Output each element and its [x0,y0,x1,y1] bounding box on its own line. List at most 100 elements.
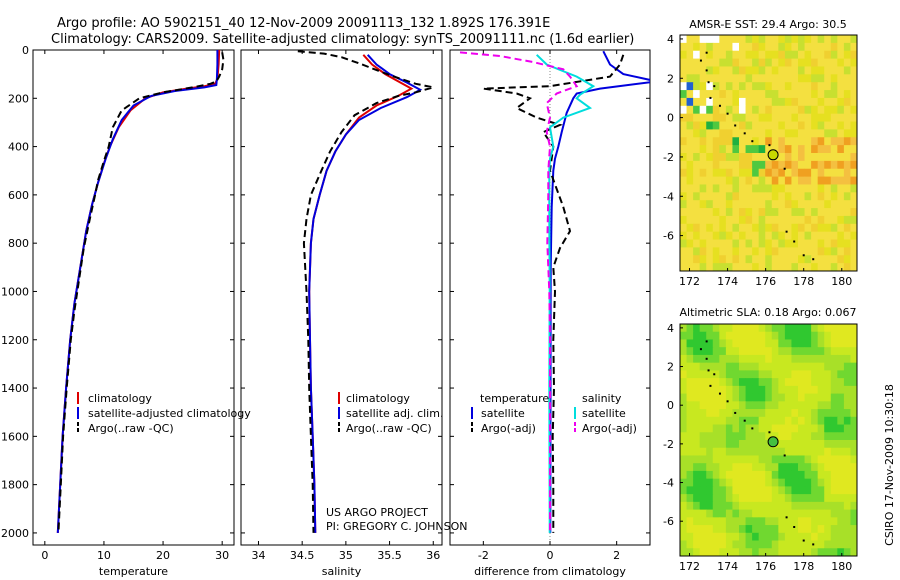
map-cell [830,378,838,387]
map-cell [758,370,766,379]
map-cell [745,509,753,518]
map-cell [725,440,733,449]
map-cell [680,105,688,115]
map-cell [758,176,766,185]
map-cell [824,223,832,233]
map-cell [712,35,720,44]
map-cell [830,478,838,487]
map-cell [778,247,786,256]
map-cell [837,347,845,356]
lat-tick-label: -2 [663,438,674,451]
map-cell [699,440,707,449]
map-cell [752,74,760,83]
map-cell [824,113,832,123]
map-cell [837,145,845,154]
map-cell [706,362,714,371]
map-cell [758,486,766,495]
map-cell [680,432,688,441]
map-cell [752,501,760,511]
map-cell [732,168,740,178]
map-cell [811,184,819,193]
map-cell [791,393,799,402]
map-cell [824,184,832,193]
map-cell [771,517,779,526]
map-cell [824,145,832,154]
map-cell [830,339,838,348]
map-cell [680,470,688,480]
map-cell [686,247,694,256]
map-cell [798,416,806,426]
map-cell [837,160,845,170]
map-cell [725,215,733,225]
map-cell [817,494,825,503]
map-cell [791,339,799,348]
map-cell [798,517,806,526]
map-cell [824,42,832,52]
map-cell [706,153,714,162]
map-cell [830,255,838,264]
map-cell [706,82,714,91]
map-cell [817,540,825,549]
map-cell [680,137,688,146]
map-cell [758,432,766,441]
map-cell [811,137,819,146]
map-cell [798,440,806,449]
map-cell [850,432,858,441]
map-cell [686,153,694,162]
map-cell [798,370,806,379]
map-cell [798,263,806,272]
map-cell [752,223,760,233]
lat-tick-label: 0 [667,399,674,412]
map-cell [680,440,688,449]
map-cell [712,113,720,123]
map-cell [686,66,694,75]
map-cell [771,129,779,138]
map-cell [817,160,825,170]
map-cell [791,231,799,241]
y-tick-label: 1000 [1,285,29,298]
map-cell [758,354,766,364]
map-cell [804,58,812,67]
map-cell [811,145,819,154]
map-cell [719,494,727,503]
map-cell [699,409,707,418]
map-cell [732,424,740,433]
map-cell [850,416,858,426]
map-cell [791,440,799,449]
map-cell [739,35,747,44]
map-cell [771,263,779,272]
x-tick-label: 34 [251,549,265,562]
map-cell [798,137,806,146]
map-cell [784,90,792,99]
map-cell [843,153,851,162]
map-cell [804,339,812,348]
map-cell [758,121,766,130]
map-cell [706,58,714,67]
x-tick-label: 10 [97,549,111,562]
map-cell [739,509,747,518]
map-cell [680,378,688,387]
map-cell [784,362,792,371]
map-cell [719,347,727,356]
map-cell [765,200,773,209]
map-cell [804,239,812,248]
map-cell [791,82,799,91]
map-cell [791,137,799,146]
map-cell [771,58,779,67]
map-cell [811,58,819,67]
map-cell [725,50,733,60]
map-cell [725,129,733,138]
map-cell [837,393,845,402]
lon-tick-label: 176 [755,560,776,573]
map-cell [732,385,740,395]
map-cell [693,393,701,402]
map-cell [680,129,688,138]
map-cell [758,223,766,233]
map-cell [804,347,812,356]
map-cell [817,385,825,395]
map-cell [798,331,806,340]
map-cell [745,424,753,433]
map-cell [732,82,740,91]
map-cell [804,331,812,340]
map-cell [850,192,858,201]
